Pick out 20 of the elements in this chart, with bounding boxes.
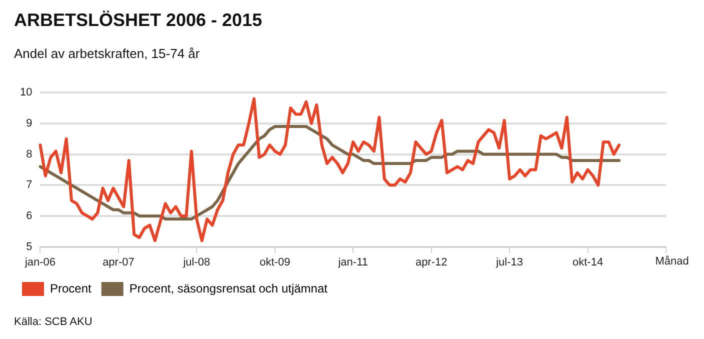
y-tick-label: 9 bbox=[26, 117, 32, 130]
y-tick-label: 8 bbox=[26, 148, 32, 160]
x-tick-label: jul-13 bbox=[495, 256, 524, 268]
chart-subtitle: Andel av arbetskraften, 15-74 år bbox=[14, 46, 200, 61]
x-tick-label: apr-12 bbox=[415, 256, 448, 268]
y-tick-label: 7 bbox=[26, 179, 32, 192]
legend-label: Procent, säsongsrensat och utjämnat bbox=[129, 281, 328, 296]
x-tick-label: okt-09 bbox=[260, 256, 290, 268]
text: Källa: SCB AKU bbox=[14, 316, 92, 328]
x-tick-label: jul-08 bbox=[182, 256, 210, 268]
x-tick-label: apr-07 bbox=[102, 256, 134, 268]
x-tick-label: jan-11 bbox=[337, 256, 368, 268]
x-tick-label: jan-06 bbox=[24, 256, 56, 268]
y-tick-label: 10 bbox=[20, 86, 32, 99]
y-tick-label: 6 bbox=[26, 210, 32, 222]
x-tick-label: okt-14 bbox=[572, 256, 604, 268]
chart-title: ARBETSLÖSHET 2006 - 2015 bbox=[14, 10, 262, 31]
x-axis-title: Månad bbox=[655, 255, 689, 268]
legend-label: Procent bbox=[50, 281, 92, 296]
y-tick-label: 5 bbox=[26, 240, 32, 253]
